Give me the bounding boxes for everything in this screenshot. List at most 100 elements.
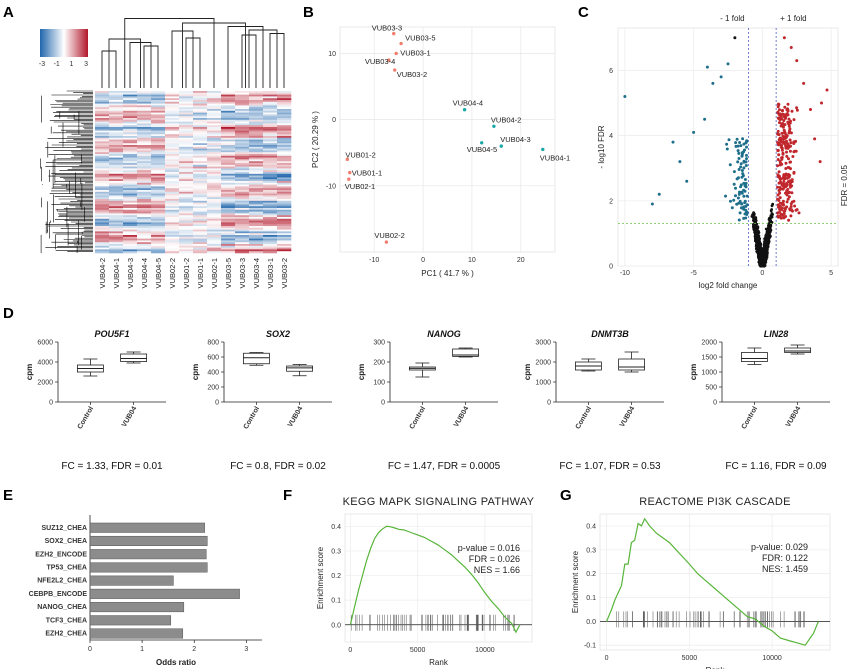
heatmap-cell	[263, 134, 278, 137]
heatmap-cell	[277, 227, 292, 230]
heatmap-cell	[179, 197, 194, 200]
heatmap-cell	[179, 175, 194, 178]
volcano-point-down	[734, 141, 738, 145]
volcano-point-up	[787, 121, 790, 125]
heatmap-cell	[137, 226, 152, 229]
boxplot-y-tick-label: 2000	[701, 340, 717, 347]
volcano-point-up	[778, 121, 781, 125]
colorbar	[40, 29, 88, 57]
heatmap-cell	[137, 211, 152, 214]
heatmap-cell	[137, 136, 152, 139]
heatmap-cell	[193, 139, 208, 142]
heatmap-column-label: VUB04-1	[112, 258, 121, 288]
heatmap-cell	[207, 145, 222, 148]
volcano-point-up	[795, 208, 799, 212]
volcano-point-down	[744, 181, 748, 185]
heatmap-cell	[123, 182, 138, 185]
pca-point-label: VUB02-1	[345, 182, 375, 191]
heatmap-cell	[193, 173, 208, 176]
heatmap-cell	[151, 173, 166, 176]
heatmap-cell	[235, 224, 250, 227]
heatmap-cell	[249, 177, 264, 180]
heatmap-cell	[151, 157, 166, 160]
heatmap-cell	[193, 206, 208, 209]
heatmap-cell	[179, 157, 194, 160]
heatmap-cell	[165, 148, 180, 151]
volcano-point-up	[790, 184, 794, 188]
heatmap-cell	[235, 96, 250, 99]
heatmap-cell	[165, 172, 180, 175]
heatmap-cell	[263, 242, 278, 245]
heatmap-cell	[137, 166, 152, 169]
gsea-stat-text: FDR: 0.122	[762, 553, 808, 563]
heatmap-cell	[235, 218, 250, 221]
volcano-point-up	[783, 141, 787, 145]
volcano-point-down	[743, 201, 747, 205]
heatmap-cell	[109, 107, 124, 110]
heatmap-cell	[109, 123, 124, 126]
heatmap-cell	[179, 233, 194, 236]
heatmap-cell	[151, 211, 166, 214]
heatmap-cell	[109, 155, 124, 158]
heatmap-cell	[249, 143, 264, 146]
pca-point-label: VUB01-1	[352, 169, 382, 178]
heatmap-cell	[123, 235, 138, 238]
volcano-point-up	[788, 138, 792, 142]
panel-label-b: B	[303, 4, 314, 21]
heatmap-cell	[249, 128, 264, 131]
heatmap-cell	[277, 119, 292, 122]
heatmap-cell	[193, 118, 208, 121]
heatmap-cell	[235, 200, 250, 203]
heatmap-cell	[221, 177, 236, 180]
heatmap-cell	[151, 163, 166, 166]
heatmap-cell	[109, 132, 124, 135]
heatmap-cell	[179, 159, 194, 162]
heatmap-cell	[95, 141, 110, 144]
heatmap-cell	[207, 247, 222, 250]
gsea-stat-text: NES = 1.66	[474, 565, 520, 575]
volcano-point-up	[790, 191, 794, 195]
heatmap-cell	[235, 195, 250, 198]
heatmap-cell	[193, 242, 208, 245]
heatmap-cell	[95, 92, 110, 95]
heatmap-cell	[263, 200, 278, 203]
heatmap-cell	[95, 177, 110, 180]
heatmap-cell	[95, 91, 110, 94]
heatmap-cell	[249, 164, 264, 167]
heatmap-cell	[193, 213, 208, 216]
heatmap-cell	[221, 191, 236, 194]
heatmap-cell	[235, 209, 250, 212]
heatmap-cell	[263, 233, 278, 236]
volcano-point-outlier	[818, 160, 822, 164]
heatmap-cell	[179, 224, 194, 227]
heatmap-cell	[123, 152, 138, 155]
heatmap-cell	[137, 123, 152, 126]
heatmap-cell	[109, 130, 124, 133]
heatmap-cell	[165, 159, 180, 162]
heatmap-cell	[95, 244, 110, 247]
heatmap-cell	[151, 206, 166, 209]
heatmap-cell	[263, 226, 278, 229]
volcano-point	[766, 231, 769, 235]
volcano-point-up	[784, 144, 788, 148]
heatmap-cell	[207, 249, 222, 252]
volcano-point-up	[786, 188, 790, 191]
heatmap-cell	[151, 170, 166, 173]
heatmap-cell	[179, 130, 194, 133]
heatmap-cell	[123, 130, 138, 133]
heatmap-cell	[249, 123, 264, 126]
heatmap-cell	[263, 92, 278, 95]
volcano-point-down	[742, 207, 746, 211]
heatmap-cell	[151, 244, 166, 247]
boxplot-box	[741, 352, 768, 362]
heatmap-cell	[109, 195, 124, 198]
heatmap-cell	[95, 173, 110, 176]
heatmap-cell	[137, 195, 152, 198]
heatmap-cell	[249, 218, 264, 221]
heatmap-cell	[193, 229, 208, 232]
heatmap-cell	[207, 242, 222, 245]
pca-point-label: VUB03-5	[405, 34, 435, 43]
heatmap-cell	[123, 110, 138, 113]
heatmap-cell	[277, 103, 292, 106]
